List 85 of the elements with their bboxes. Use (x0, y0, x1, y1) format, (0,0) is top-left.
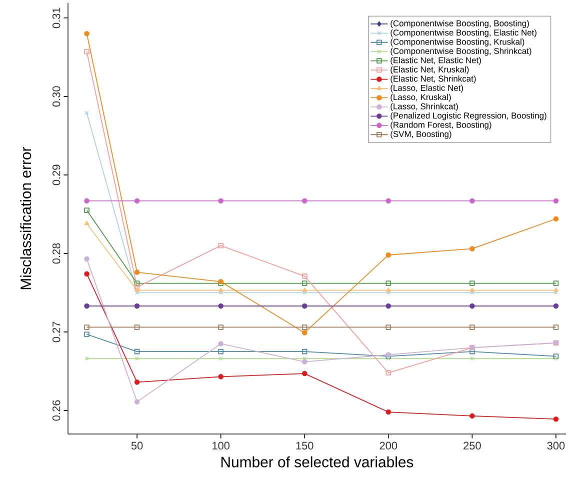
point (386, 198, 392, 204)
point (134, 380, 140, 385)
legend-label: (SVM, Boosting) (390, 130, 452, 139)
point (302, 348, 308, 354)
legend-label: (Componentwise Boosting, Boosting) (390, 20, 529, 28)
point (553, 416, 559, 422)
legend-label: (Lasso, Kruskal) (390, 94, 451, 102)
point (470, 413, 475, 419)
point (134, 288, 140, 292)
y-tick-label: 0.26 (52, 400, 60, 421)
point (470, 198, 475, 204)
legend-label: (Componentwise Boosting, Elastic Net) (390, 29, 536, 38)
point (134, 284, 140, 290)
x-tick-label: 150 (296, 442, 314, 450)
legend-label: (Lasso, Elastic Net) (390, 84, 464, 93)
point (470, 280, 475, 286)
y-tick-label: 0.28 (52, 243, 60, 264)
point (134, 280, 140, 286)
y-tick-label: 0.30 (52, 86, 60, 107)
point (218, 324, 224, 330)
point (302, 370, 308, 376)
y-axis-title: Misclassification error (20, 146, 32, 290)
x-tick-label: 50 (131, 442, 143, 450)
point (553, 198, 559, 204)
legend-label: (Elastic Net, Shrinkcat) (390, 75, 476, 84)
point (302, 324, 308, 330)
point (84, 49, 90, 54)
point (554, 288, 558, 292)
legend-label: (Elastic Net, Elastic Net) (390, 57, 481, 65)
point (386, 409, 392, 415)
point (218, 356, 223, 361)
legend-label: (Elastic Net, Kruskal) (390, 66, 469, 74)
point (302, 288, 307, 292)
point (553, 216, 559, 222)
point (386, 324, 392, 330)
legend-label: (Random Forest, Boosting) (390, 122, 492, 130)
legend-label: (Componentwise Boosting, Shrinkcat) (390, 48, 532, 56)
point (84, 30, 90, 36)
y-tick-label: 0.29 (52, 164, 60, 186)
point (134, 348, 140, 354)
point (302, 198, 308, 204)
point (302, 359, 308, 364)
point (302, 274, 308, 279)
point (135, 356, 140, 361)
x-tick-label: 200 (380, 442, 398, 450)
point (84, 324, 90, 330)
legend-label: (Penalized Logistic Regression, Boosting) (390, 112, 546, 120)
point (134, 399, 140, 404)
point (218, 374, 224, 380)
x-tick-label: 250 (464, 442, 481, 450)
point (84, 198, 90, 204)
point (386, 356, 390, 361)
point (302, 330, 308, 336)
point (386, 280, 392, 286)
point (470, 348, 475, 354)
point (218, 242, 224, 248)
x-tick-label: 100 (212, 442, 230, 450)
point (84, 256, 90, 262)
y-tick-label: 0.31 (52, 8, 60, 28)
point (134, 270, 140, 275)
point (470, 324, 475, 330)
point (84, 332, 90, 337)
point (218, 341, 224, 346)
point (134, 198, 140, 204)
point (218, 348, 224, 354)
point (386, 288, 391, 292)
point (386, 252, 392, 258)
x-tick-label: 300 (547, 442, 565, 450)
point (470, 356, 474, 361)
point (134, 324, 140, 330)
y-tick-label: 0.27 (52, 322, 60, 342)
point (84, 208, 90, 213)
x-axis-title: Number of selected variables (221, 456, 414, 468)
point (302, 280, 308, 286)
point (386, 370, 392, 376)
point (84, 220, 90, 226)
point (84, 271, 90, 276)
point (218, 288, 224, 292)
point (470, 246, 475, 252)
point (470, 288, 475, 292)
point (553, 280, 559, 286)
point (218, 198, 224, 204)
point (553, 324, 559, 330)
legend-label: (Componentwise Boosting, Kruskal) (390, 38, 524, 46)
legend-label: (Lasso, Shrinkcat) (390, 103, 458, 112)
